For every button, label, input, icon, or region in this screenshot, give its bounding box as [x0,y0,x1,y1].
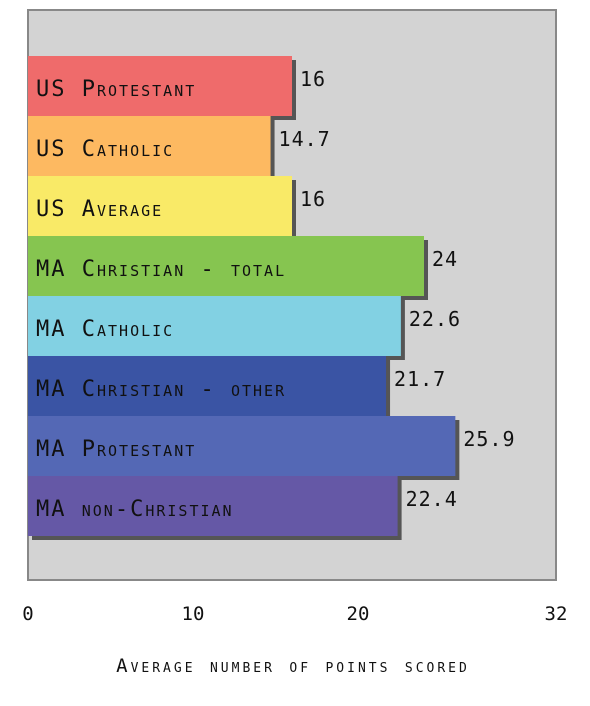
bar-label-ma-catholic: MA Catholic [36,317,174,342]
value-label-ma-christian-other: 21.7 [394,367,446,391]
value-label-ma-non-christian: 22.4 [406,487,458,511]
bar-ma-catholic [28,296,401,356]
value-label-us-protestant: 16 [300,67,326,91]
bar-us-average [28,176,292,236]
x-tick-label-32: 32 [545,603,568,625]
value-label-us-catholic: 14.7 [279,127,331,151]
x-axis-ticks: 0 10 20 32 [22,603,567,625]
bar-us-catholic [28,116,271,176]
bar-label-us-average: US Average [36,197,163,222]
x-tick-label-20: 20 [347,603,370,625]
bar-ma-non-christian [28,476,398,536]
bar-label-us-catholic: US Catholic [36,137,174,162]
x-tick-label-0: 0 [22,603,33,625]
bar-label-ma-christian-total: MA Christian - total [36,257,286,282]
value-label-ma-catholic: 22.6 [409,307,461,331]
bar-label-us-protestant: US Protestant [36,77,196,102]
value-label-ma-christian-total: 24 [432,247,458,271]
x-tick-label-10: 10 [182,603,205,625]
bar-label-ma-protestant: MA Protestant [36,437,196,462]
x-axis-title: Average number of points scored [116,655,470,677]
bar-label-ma-non-christian: MA non-Christian [36,497,234,522]
value-label-us-average: 16 [300,187,326,211]
bar-us-protestant [28,56,292,116]
value-label-ma-protestant: 25.9 [463,427,515,451]
bar-label-ma-christian-other: MA Christian - other [36,377,286,402]
bar-ma-christian-other [28,356,387,416]
bars-layer: US Protestant 16 US Catholic 14.7 US Average… [28,56,515,540]
bar-ma-christian-total [28,236,424,296]
bar-ma-protestant [28,416,456,476]
